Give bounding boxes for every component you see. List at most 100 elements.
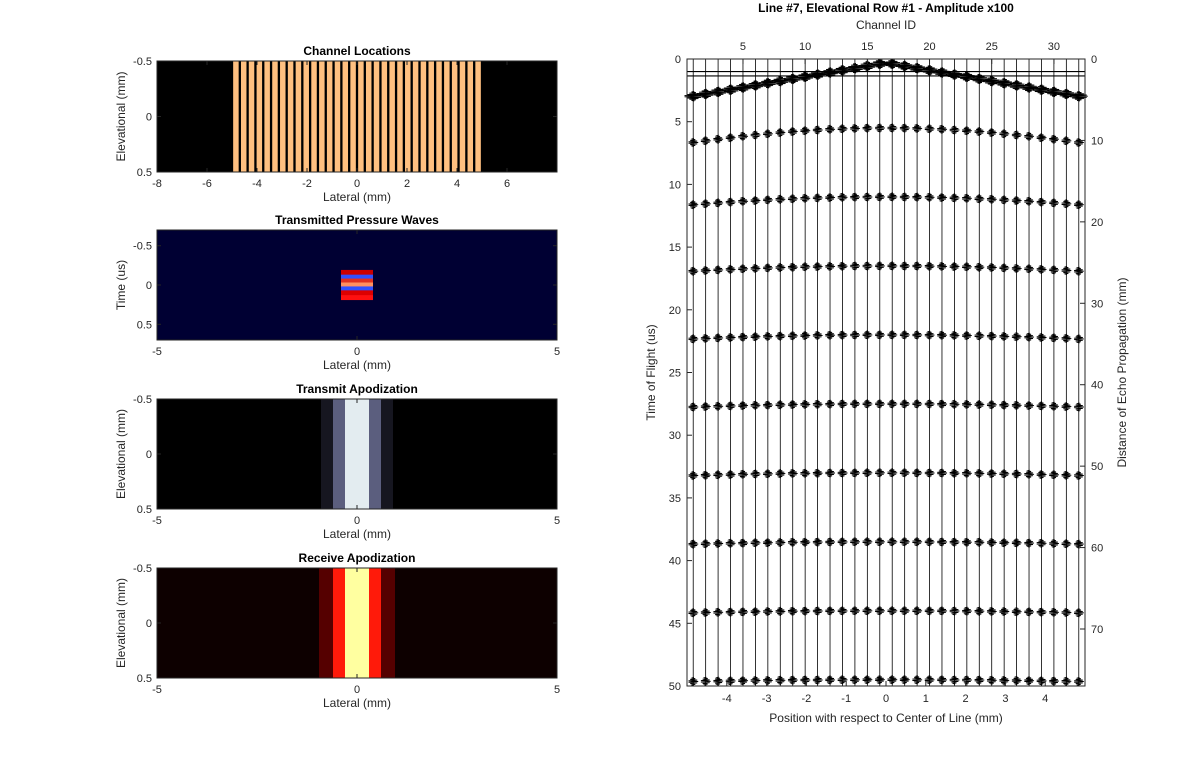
x-tick-label: 5 <box>554 684 560 696</box>
echo-wavelet <box>1074 137 1084 148</box>
echo-wavelet <box>924 124 935 134</box>
x2-tick-label: 20 <box>923 41 935 53</box>
echo-wavelet <box>812 537 823 547</box>
echo-wavelet <box>999 538 1010 548</box>
panel-title: Receive Apodization <box>299 551 416 565</box>
echo-wavelet <box>875 261 885 271</box>
echo-wavelet <box>924 606 935 616</box>
echo-wavelet <box>1011 130 1022 140</box>
echo-wavelet <box>1036 538 1047 548</box>
echo-wavelet <box>924 468 935 478</box>
echo-wavelet <box>1049 198 1059 208</box>
echo-wavelet <box>750 332 761 342</box>
echo-wavelet <box>1061 333 1072 344</box>
element-bar <box>256 61 263 172</box>
echo-wavelet <box>999 195 1010 205</box>
element-bar <box>405 61 411 172</box>
echo-wavelet <box>787 537 798 547</box>
echo-wavelet <box>812 261 823 272</box>
y-tick-label: 0 <box>146 618 152 630</box>
apodization-column <box>333 568 345 678</box>
echo-wavelet <box>837 399 848 409</box>
echo-wavelet <box>837 124 848 134</box>
echo-wavelet <box>688 608 699 618</box>
echo-wavelet <box>700 265 711 276</box>
echo-wavelet <box>787 194 798 204</box>
echo-wavelet <box>850 330 860 340</box>
y-tick-label: 35 <box>669 493 681 505</box>
echo-wavelet <box>812 193 823 203</box>
wave-band <box>341 282 373 288</box>
wave-band <box>341 286 373 292</box>
element-bar <box>412 61 419 172</box>
y-tick-label: 0.5 <box>137 167 152 179</box>
echo-wavelet <box>775 468 786 479</box>
echo-wavelet <box>800 468 811 478</box>
echo-wavelet <box>974 537 985 547</box>
x-tick-label: -3 <box>762 693 772 705</box>
echo-wavelet <box>924 537 935 547</box>
echo-wavelet <box>1049 470 1059 480</box>
echo-wavelet <box>937 330 948 340</box>
echo-wavelet <box>1011 332 1022 342</box>
transmit-apodization-panel: -5 0 5 -0.5 0 0.5 Transmit Apodization Lateral … <box>114 382 560 541</box>
echo-wavelet <box>763 195 773 205</box>
y-tick-label: 0 <box>675 54 681 66</box>
echo-wavelet <box>837 606 848 616</box>
echo-wavelet <box>725 133 736 143</box>
x2-tick-label: 5 <box>740 41 746 53</box>
echo-wavelet <box>974 675 985 685</box>
echo-wavelet <box>999 606 1010 617</box>
echo-wavelet <box>962 126 972 136</box>
echo-wavelet <box>986 400 997 410</box>
echo-wavelet <box>763 129 773 139</box>
y-tick-label: 45 <box>669 618 681 630</box>
echo-wavelet <box>1049 265 1059 275</box>
echo-wavelet <box>999 129 1010 139</box>
echo-wavelet <box>875 675 885 685</box>
echo-wavelet <box>1061 607 1072 618</box>
x-axis-label: Lateral (mm) <box>323 696 391 710</box>
echo-wavelet <box>825 330 836 340</box>
echo-wavelet <box>713 333 724 343</box>
element-bar <box>311 61 317 172</box>
echo-wavelet <box>1061 265 1072 276</box>
echo-wavelet <box>912 330 923 340</box>
echo-wavelet <box>725 197 736 207</box>
echo-wavelet <box>713 607 724 617</box>
y-tick-label: 5 <box>675 117 681 129</box>
echo-wavelet <box>875 537 885 547</box>
echo-wavelet <box>700 333 711 344</box>
y-tick-label: 10 <box>669 179 681 191</box>
echo-wavelet <box>1074 676 1084 687</box>
echo-wavelet <box>812 606 823 616</box>
x-axis-label: Lateral (mm) <box>323 527 391 541</box>
echo-wavelet <box>837 537 848 547</box>
echo-wavelet <box>924 261 935 271</box>
echo-wavelet <box>775 331 786 341</box>
x-tick-label: 5 <box>554 346 560 358</box>
echo-wavelet <box>1036 264 1047 275</box>
echo-wavelet <box>750 263 761 274</box>
x-axis-label: Lateral (mm) <box>323 190 391 204</box>
echo-wavelet <box>887 399 898 409</box>
echo-wavelet <box>1049 676 1059 686</box>
x-tick-label: 0 <box>354 684 360 696</box>
echo-wavelet <box>700 539 711 549</box>
element-bar <box>350 61 356 172</box>
echo-wavelet <box>812 330 823 341</box>
y2-tick-label: 30 <box>1091 298 1103 310</box>
element-bar <box>319 61 325 172</box>
echo-wavelet <box>962 468 972 478</box>
echo-wavelet <box>725 607 736 617</box>
echo-wavelet <box>850 261 860 271</box>
echo-wavelet <box>937 537 948 547</box>
echo-wavelet <box>924 675 935 685</box>
echo-wavelet <box>700 607 711 618</box>
y-tick-label: -0.5 <box>133 563 152 575</box>
echo-wavelet <box>750 675 761 686</box>
echo-wavelet <box>999 263 1010 273</box>
element-bar <box>451 61 458 172</box>
echo-wavelet <box>800 193 811 203</box>
y-axis-label: Elevational (mm) <box>114 409 128 499</box>
